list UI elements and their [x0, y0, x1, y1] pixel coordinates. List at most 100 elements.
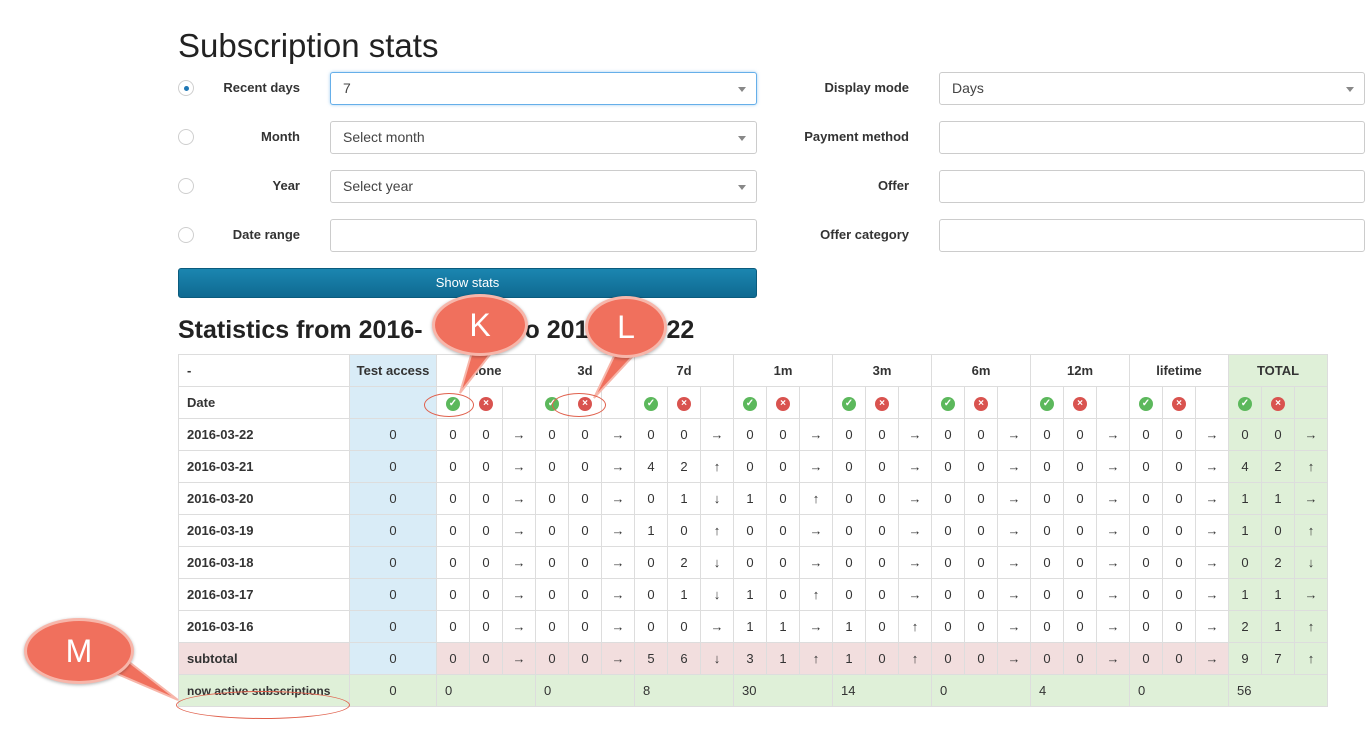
arrow-right-icon: → [799, 514, 833, 547]
month-radio[interactable] [178, 129, 194, 145]
x-circle-icon: × [1073, 397, 1087, 411]
arrow-right-icon: → [601, 546, 635, 579]
offer-label: Offer [877, 178, 909, 193]
active-count: 0 [535, 482, 569, 515]
active-count: 1 [634, 514, 668, 547]
header-group: 12m [1030, 354, 1130, 387]
callout-k-highlight [424, 393, 474, 417]
arrow-right-icon: → [601, 578, 635, 611]
offer-category-input[interactable] [939, 219, 1365, 252]
check-circle-icon: ✓ [1040, 397, 1054, 411]
month-placeholder: Select month [343, 129, 425, 145]
cancelled-count: 0 [667, 610, 701, 643]
header-group: 1m [733, 354, 833, 387]
date-range-radio[interactable] [178, 227, 194, 243]
active-count: 0 [535, 450, 569, 483]
cancelled-count: 0 [766, 482, 800, 515]
arrow-right-icon: → [601, 450, 635, 483]
x-circle-icon: × [479, 397, 493, 411]
recent-days-label: Recent days [223, 80, 300, 95]
year-radio[interactable] [178, 178, 194, 194]
arrow-right-icon: → [997, 642, 1031, 675]
cancelled-count: 0 [964, 482, 998, 515]
cancelled-count: 2 [667, 546, 701, 579]
display-mode-select[interactable]: Days [939, 72, 1365, 105]
payment-method-input[interactable] [939, 121, 1365, 154]
active-count: 0 [733, 546, 767, 579]
stats-table: - Test access none 3d 7d 1m 3m 6m 12m lifetime TOT… [178, 354, 1328, 707]
year-select[interactable]: Select year [330, 170, 757, 203]
active-count: 0 [436, 546, 470, 579]
active-count: 0 [634, 578, 668, 611]
active-count: 0 [931, 514, 965, 547]
total-active-count: 1 [1228, 482, 1262, 515]
active-group-value: 0 [1129, 674, 1229, 707]
active-test-access: 0 [349, 674, 437, 707]
table-row: 2016-03-22 0 0 0 → 0 0 → 0 0 → 0 0 → 0 0 → 0 0 → 0 0 → 0 0 → 0 0 → [178, 418, 1328, 451]
payment-method-label: Payment method [804, 129, 909, 144]
cancelled-count: 0 [469, 642, 503, 675]
arrow-down-icon: ↓ [700, 546, 734, 579]
total-cancelled-count: 7 [1261, 642, 1295, 675]
cancelled-count: 0 [865, 546, 899, 579]
table-icon-row: Date ✓ × ✓ × ✓ × ✓ × ✓ × ✓ × ✓ × ✓ × ✓ × [178, 386, 1328, 419]
arrow-right-icon: → [1294, 418, 1328, 451]
arrow-right-icon: → [502, 546, 536, 579]
chevron-down-icon [1346, 87, 1354, 92]
active-count: 0 [436, 450, 470, 483]
check-circle-icon: ✓ [1139, 397, 1153, 411]
arrow-up-icon: ↑ [1294, 610, 1328, 643]
total-cancelled-count: 1 [1261, 578, 1295, 611]
cancelled-count: 0 [766, 514, 800, 547]
cancelled-count: 0 [1063, 418, 1097, 451]
arrow-right-icon: → [700, 418, 734, 451]
cancelled-count: 0 [865, 514, 899, 547]
active-count: 1 [832, 642, 866, 675]
chevron-down-icon [738, 87, 746, 92]
recent-days-select[interactable]: 7 [330, 72, 757, 105]
recent-days-radio[interactable] [178, 80, 194, 96]
row-date: 2016-03-21 [178, 450, 350, 483]
active-count: 0 [535, 546, 569, 579]
active-count: 0 [1129, 514, 1163, 547]
arrow-right-icon: → [1195, 514, 1229, 547]
empty-cell [799, 386, 833, 419]
ok-icon-cell: ✓ [1129, 386, 1163, 419]
check-circle-icon: ✓ [941, 397, 955, 411]
cancelled-count: 0 [1063, 642, 1097, 675]
cancelled-count: 0 [865, 482, 899, 515]
show-stats-button[interactable]: Show stats [178, 268, 757, 298]
arrow-right-icon: → [799, 450, 833, 483]
active-group-value: 0 [931, 674, 1031, 707]
table-row: 2016-03-18 0 0 0 → 0 0 → 0 2 ↓ 0 0 → 0 0 → 0 0 → 0 0 → 0 0 → 0 2 ↓ [178, 546, 1328, 579]
cancelled-count: 0 [1063, 610, 1097, 643]
total-active-count: 0 [1228, 418, 1262, 451]
offer-category-label: Offer category [820, 227, 909, 242]
cancelled-count: 0 [766, 546, 800, 579]
active-count: 5 [634, 642, 668, 675]
active-count: 0 [832, 546, 866, 579]
arrow-right-icon: → [502, 578, 536, 611]
active-group-value: 14 [832, 674, 932, 707]
cancelled-count: 0 [865, 450, 899, 483]
arrow-up-icon: ↑ [1294, 450, 1328, 483]
active-subscriptions-row: now active subscriptions 0 0 0 8 30 14 0 4 0 56 [178, 674, 1328, 707]
arrow-right-icon: → [601, 482, 635, 515]
date-range-input[interactable] [330, 219, 757, 252]
month-select[interactable]: Select month [330, 121, 757, 154]
arrow-right-icon: → [700, 610, 734, 643]
arrow-right-icon: → [898, 578, 932, 611]
cancelled-count: 0 [667, 514, 701, 547]
date-range-label: Date range [232, 227, 300, 242]
ok-icon-cell: ✓ [1228, 386, 1262, 419]
callout-l: L [585, 296, 667, 358]
empty-cell [997, 386, 1031, 419]
x-circle-icon: × [677, 397, 691, 411]
cancelled-count: 0 [766, 418, 800, 451]
test-access-value: 0 [349, 578, 437, 611]
offer-input[interactable] [939, 170, 1365, 203]
cancelled-count: 0 [964, 514, 998, 547]
callout-m-highlight [176, 691, 350, 719]
test-access-value: 0 [349, 450, 437, 483]
cancelled-count: 2 [667, 450, 701, 483]
